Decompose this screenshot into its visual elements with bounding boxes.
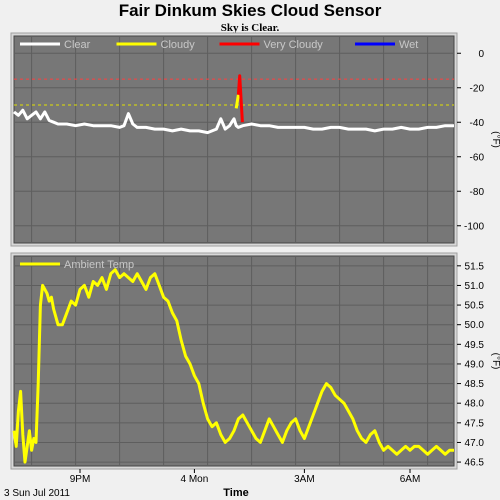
y-tick-label: 0 [478, 49, 484, 60]
y-tick-label: 51.0 [465, 281, 485, 292]
y-tick-label: -40 [470, 118, 485, 129]
series-line-clear [13, 108, 454, 135]
y-axis-label: (°F) [490, 353, 500, 370]
legend-label: Clear [64, 39, 91, 51]
x-tick-label: 6AM [400, 474, 421, 485]
y-tick-label: 46.5 [465, 458, 485, 469]
series-line-cloudy [234, 94, 240, 109]
legend-label: Cloudy [161, 39, 196, 51]
y-tick-label: -60 [470, 152, 485, 163]
y-tick-label: 51.5 [465, 261, 485, 272]
x-tick-label: 9PM [70, 474, 91, 485]
y-tick-label: 48.0 [465, 399, 485, 410]
y-tick-label: 49.5 [465, 340, 485, 351]
legend-label: Very Cloudy [264, 39, 324, 51]
y-tick-label: 47.0 [465, 438, 485, 449]
x-axis-label: Time [223, 487, 248, 499]
y-tick-label: 50.0 [465, 320, 485, 331]
series-line-ambient-temp [12, 268, 454, 464]
chart-subtitle: Sky is Clear. [220, 22, 280, 34]
sky-temp-panel: 0 -20 -40 -60 -80 -100 (°F) Clear Cloudy Very Clo… [10, 32, 500, 247]
series-line-very-cloudy [236, 74, 244, 123]
y-tick-label: 47.5 [465, 418, 485, 429]
chart-title: Fair Dinkum Skies Cloud Sensor [118, 1, 382, 20]
y-tick-label: -80 [470, 187, 485, 198]
legend-label: Wet [399, 39, 418, 51]
y-tick-label: -20 [470, 83, 485, 94]
legend-label: Ambient Temp [64, 259, 134, 271]
y-tick-label: 49.0 [465, 359, 485, 370]
y-axis-label: (°F) [490, 131, 500, 148]
plot-area [13, 35, 455, 244]
y-tick-label: 48.5 [465, 379, 485, 390]
ambient-temp-panel: 51.5 51.0 50.5 50.0 49.5 49.0 48.5 48.0 47.5 47.0… [10, 252, 500, 485]
date-label: 3 Sun Jul 2011 [4, 488, 70, 499]
x-tick-label: 3AM [294, 474, 315, 485]
y-tick-label: 50.5 [465, 301, 485, 312]
y-tick-label: -100 [464, 221, 484, 232]
x-tick-label: 4 Mon [181, 474, 209, 485]
